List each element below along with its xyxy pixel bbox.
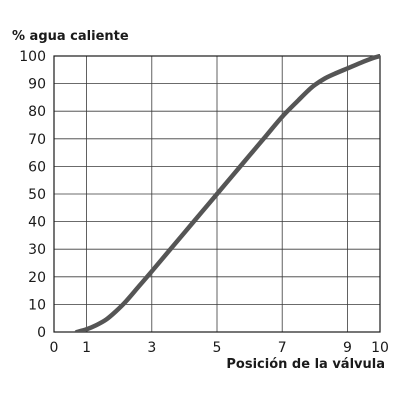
series-group bbox=[74, 54, 380, 332]
x-tick-label: 10 bbox=[371, 340, 389, 356]
y-tick-label: 20 bbox=[28, 270, 46, 286]
y-tick-label: 0 bbox=[37, 325, 46, 341]
x-axis-title: Posición de la válvula bbox=[226, 357, 385, 372]
plot-frame bbox=[53, 55, 381, 333]
x-tick-labels: 0 1 3 5 7 9 10 bbox=[50, 340, 389, 356]
x-tick-label: 5 bbox=[213, 340, 222, 356]
x-tick-label: 7 bbox=[278, 340, 287, 356]
x-tick-label: 9 bbox=[343, 340, 352, 356]
y-tick-label: 40 bbox=[28, 215, 46, 231]
y-tick-label: 50 bbox=[28, 187, 46, 203]
y-tick-label: 100 bbox=[19, 49, 46, 65]
x-tick-label: 0 bbox=[50, 340, 59, 356]
y-tick-label: 10 bbox=[28, 297, 46, 313]
y-tick-label: 60 bbox=[28, 159, 46, 175]
x-tick-label: 1 bbox=[82, 340, 91, 356]
y-tick-label: 80 bbox=[28, 104, 46, 120]
y-axis-title: % agua caliente bbox=[12, 29, 129, 44]
y-tick-label: 90 bbox=[28, 77, 46, 93]
y-tick-label: 70 bbox=[28, 132, 46, 148]
y-tick-label: 30 bbox=[28, 242, 46, 258]
x-tick-label: 3 bbox=[147, 340, 156, 356]
series-line bbox=[74, 54, 380, 332]
y-tick-labels: 0 10 20 30 40 50 60 70 80 90 100 bbox=[19, 49, 46, 341]
